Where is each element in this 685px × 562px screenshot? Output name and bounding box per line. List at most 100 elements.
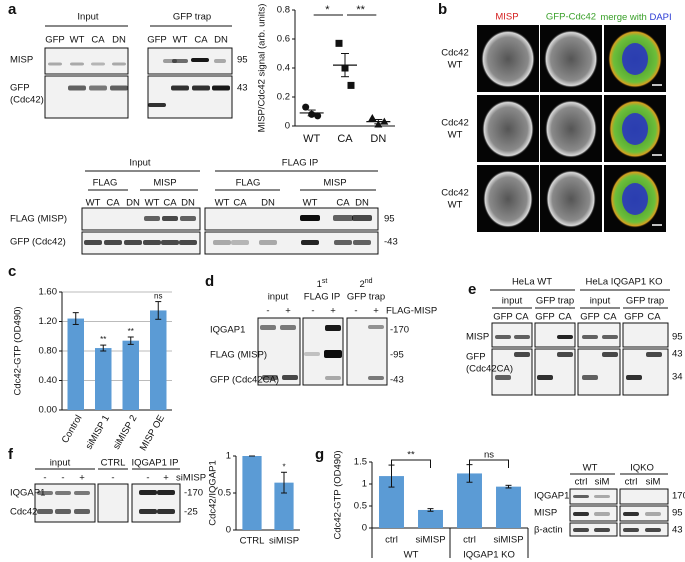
bar [95, 348, 112, 410]
lane-label: GFP [535, 312, 555, 323]
group-label: IQGAP1 IP [132, 458, 179, 469]
band [645, 512, 661, 516]
row-label: GFP (Cdc42CA) [210, 375, 279, 386]
point [302, 103, 310, 111]
lane-label: WT [86, 198, 101, 209]
lane-label: CA [194, 35, 208, 46]
merge-label: DAPI [649, 12, 671, 23]
blot [204, 207, 379, 231]
blot [619, 522, 669, 537]
subgroup-label: FLAG [236, 178, 261, 189]
band [91, 62, 105, 66]
column-label: GFP-Cdc42 [546, 12, 596, 23]
row-label: IQGAP1 [10, 488, 45, 499]
significance-label: ** [100, 335, 106, 344]
sign: - [354, 306, 357, 317]
subgroup-label: input [502, 296, 523, 307]
band [213, 240, 231, 245]
y-tick-label: 1 [226, 451, 231, 462]
band [180, 216, 196, 221]
row-label: IQGAP1 [534, 491, 569, 502]
band [172, 59, 188, 63]
blot [147, 75, 233, 119]
nucleus [622, 183, 648, 215]
x-tick-label: siMISP [415, 535, 445, 546]
x-tick-label: siMISP [493, 535, 523, 546]
band [139, 490, 157, 495]
band [48, 62, 62, 66]
merge-label: merge with [600, 12, 646, 23]
y-tick-label: 0.40 [39, 375, 58, 386]
band [557, 335, 573, 339]
condition: siMISP [176, 473, 206, 484]
lane-label: CA [558, 312, 572, 323]
band [143, 240, 161, 245]
column-label: 2nd [359, 278, 372, 290]
point [314, 112, 322, 120]
lane-label: DN [261, 198, 275, 209]
band [573, 512, 589, 516]
x-tick-label: siMISP 1 [84, 413, 112, 451]
row-label: FLAG (MISP) [10, 214, 67, 225]
band [602, 352, 618, 357]
row-label: MISP [466, 332, 489, 343]
column-label: input [268, 292, 289, 303]
band [74, 491, 90, 495]
row-label: FLAG (MISP) [210, 350, 267, 361]
significance-bracket [391, 459, 431, 468]
x-tick-label: ctrl [385, 535, 398, 546]
blot [97, 483, 129, 523]
mw-marker: 43 [672, 349, 683, 360]
band [74, 509, 90, 514]
group-label: WT [404, 550, 419, 561]
blot [34, 483, 96, 523]
group-label: input [50, 458, 71, 469]
panel-letter: c [8, 263, 16, 280]
lane-label: DN [112, 35, 126, 46]
column-label: 1st [317, 278, 328, 290]
mw-marker: -95 [390, 350, 404, 361]
panel-letter: b [438, 1, 447, 18]
band [594, 512, 610, 516]
band [623, 512, 639, 516]
ordinal-suffix: st [322, 278, 328, 285]
mw-marker: 170 [672, 491, 685, 502]
row-label: GFP (Cdc42) [10, 237, 66, 248]
lane-label: CA [647, 312, 661, 323]
sign: + [79, 473, 85, 484]
row-label: Cdc42 [441, 48, 468, 59]
lane-label: DN [181, 198, 195, 209]
band [110, 85, 128, 91]
band [514, 335, 530, 339]
blot [44, 75, 129, 119]
band [334, 240, 352, 245]
row-label: IQGAP1 [210, 325, 245, 336]
subgroup-label: GFP trap [626, 296, 664, 307]
significance-label: ** [356, 4, 365, 16]
mw-marker: 95 [672, 332, 683, 343]
band [626, 375, 642, 380]
sign: - [146, 473, 149, 484]
x-tick-label: Control [60, 413, 85, 445]
band [124, 240, 142, 245]
band [192, 85, 210, 91]
band [214, 59, 226, 63]
ordinal-suffix: nd [365, 278, 373, 285]
group-label: CTRL [101, 458, 126, 469]
bar [67, 318, 84, 410]
sign: - [61, 473, 64, 484]
band [582, 335, 598, 339]
point [347, 81, 355, 89]
sign: + [373, 306, 379, 317]
y-tick-label: 0.2 [277, 92, 290, 103]
bar [274, 482, 294, 530]
blot [569, 488, 618, 505]
band [368, 325, 384, 329]
mw-marker: -25 [184, 507, 198, 518]
blot [569, 522, 618, 537]
band [89, 85, 107, 91]
band [162, 216, 178, 221]
y-tick-label: 1.20 [39, 316, 58, 327]
band [37, 491, 53, 495]
significance-label: * [325, 4, 330, 16]
